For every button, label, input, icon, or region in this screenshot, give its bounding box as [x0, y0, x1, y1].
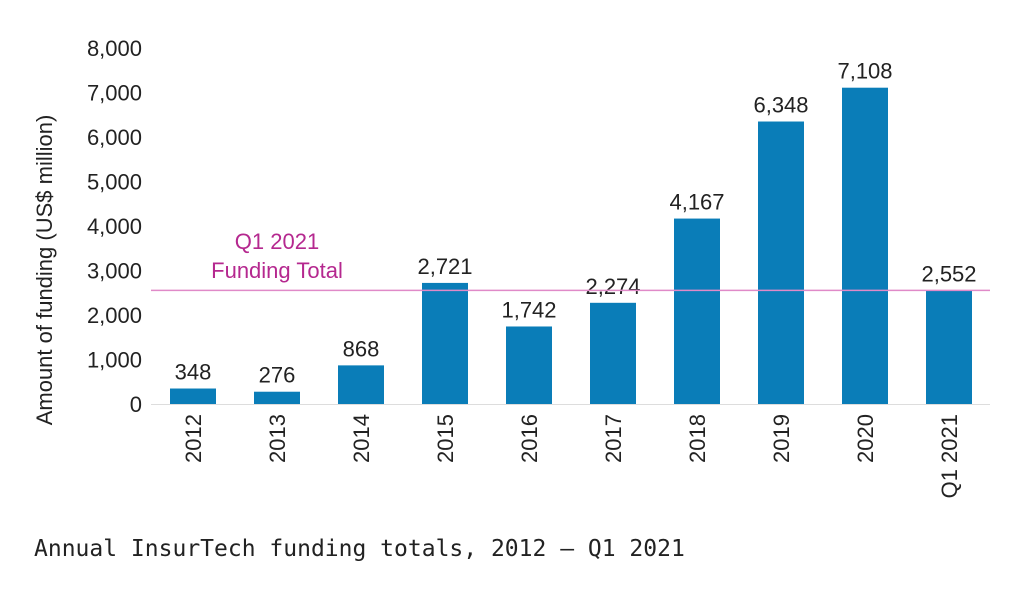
x-tick-label: 2016 [517, 414, 542, 463]
bar [254, 391, 300, 404]
data-label: 1,742 [501, 297, 556, 322]
bar [422, 282, 468, 404]
bar [506, 326, 552, 404]
y-tick-label: 6,000 [87, 125, 142, 150]
y-tick-label: 8,000 [87, 36, 142, 61]
y-tick-label: 5,000 [87, 170, 142, 195]
x-tick-label: Q1 2021 [937, 414, 962, 498]
y-tick-label: 2,000 [87, 303, 142, 328]
reference-label: Funding Total [211, 258, 343, 283]
y-tick-label: 0 [130, 392, 142, 417]
data-label: 4,167 [669, 190, 724, 215]
x-tick-label: 2015 [433, 414, 458, 463]
bar [338, 365, 384, 404]
bar [674, 218, 720, 404]
x-tick-label: 2013 [265, 414, 290, 463]
bar [758, 121, 804, 404]
x-tick-label: 2019 [769, 414, 794, 463]
data-label: 2,552 [921, 261, 976, 286]
bar [842, 87, 888, 404]
data-label: 2,721 [417, 254, 472, 279]
data-label: 276 [259, 363, 296, 388]
data-label: 7,108 [837, 59, 892, 84]
bar [170, 388, 216, 404]
x-tick-label: 2014 [349, 414, 374, 463]
chart-title: Annual InsurTech funding totals, 2012 – … [34, 536, 685, 562]
x-tick-label: 2017 [601, 414, 626, 463]
data-label: 6,348 [753, 93, 808, 118]
data-label: 868 [343, 336, 380, 361]
x-tick-label: 2018 [685, 414, 710, 463]
y-tick-label: 4,000 [87, 214, 142, 239]
bar [926, 290, 972, 404]
x-tick-label: 2012 [181, 414, 206, 463]
y-tick-label: 3,000 [87, 259, 142, 284]
data-label: 2,274 [585, 274, 640, 299]
bar [590, 302, 636, 404]
y-tick-label: 1,000 [87, 348, 142, 373]
x-tick-label: 2020 [853, 414, 878, 463]
y-tick-label: 7,000 [87, 81, 142, 106]
y-axis-label: Amount of funding (US$ million) [32, 115, 57, 426]
reference-label: Q1 2021 [235, 229, 319, 254]
data-label: 348 [175, 360, 212, 385]
